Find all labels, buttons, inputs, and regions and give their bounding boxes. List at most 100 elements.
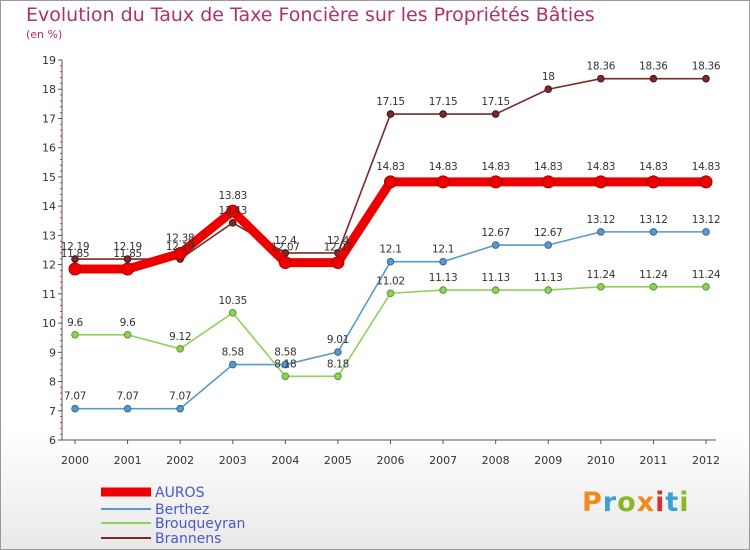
data-label-brannens: 18 xyxy=(542,71,555,83)
y-tick-label: 11 xyxy=(42,288,56,301)
data-label-berthez: 7.07 xyxy=(169,391,191,403)
data-label-auros: 14.83 xyxy=(534,161,563,173)
data-label-brannens: 13.43 xyxy=(218,205,247,217)
data-point-brouqueyran xyxy=(386,289,395,298)
data-label-brouqueyran: 9.6 xyxy=(67,317,83,329)
data-label-brouqueyran: 8.18 xyxy=(327,358,349,370)
x-tick-label: 2005 xyxy=(324,454,352,467)
y-tick-label: 9 xyxy=(49,346,56,359)
data-label-berthez: 8.58 xyxy=(274,347,296,359)
data-point-auros xyxy=(278,256,292,270)
y-tick-label: 18 xyxy=(42,83,56,96)
data-point-brannens xyxy=(439,110,447,118)
y-tick-label: 8 xyxy=(49,376,56,389)
data-point-berthez xyxy=(334,348,342,356)
data-point-brannens xyxy=(597,74,605,83)
data-point-auros xyxy=(68,262,82,276)
data-label-berthez: 12.67 xyxy=(534,227,563,239)
y-tick-label: 17 xyxy=(42,112,56,125)
data-point-brannens xyxy=(491,110,500,118)
data-point-berthez xyxy=(281,360,290,369)
data-label-brouqueyran: 9.12 xyxy=(169,331,191,343)
data-label-brouqueyran: 11.24 xyxy=(587,269,616,281)
data-point-brouqueyran xyxy=(597,283,605,291)
data-point-brannens xyxy=(71,255,79,263)
data-label-berthez: 13.12 xyxy=(639,214,668,226)
data-point-auros xyxy=(489,175,503,189)
y-tick-label: 6 xyxy=(49,434,56,447)
data-point-berthez xyxy=(649,228,658,236)
data-point-brannens xyxy=(228,219,237,227)
x-tick-label: 2001 xyxy=(114,454,142,467)
data-point-brouqueyran xyxy=(544,286,553,294)
data-label-auros: 14.83 xyxy=(481,161,510,173)
data-label-auros: 14.83 xyxy=(376,161,405,173)
data-label-berthez: 9.01 xyxy=(327,334,349,346)
data-label-brannens: 12.4 xyxy=(327,235,350,247)
y-tick-label: 12 xyxy=(42,259,56,272)
data-point-auros xyxy=(646,175,660,189)
data-point-brouqueyran xyxy=(281,372,290,381)
data-point-auros xyxy=(436,175,450,189)
data-label-auros: 14.83 xyxy=(587,161,616,173)
data-label-brouqueyran: 9.6 xyxy=(120,317,136,329)
data-label-berthez: 12.1 xyxy=(432,244,454,256)
data-point-brannens xyxy=(386,110,395,118)
data-point-auros xyxy=(699,175,713,189)
x-tick-label: 2003 xyxy=(219,454,247,467)
data-point-berthez xyxy=(439,257,447,266)
data-point-auros xyxy=(226,204,240,218)
data-point-brouqueyran xyxy=(228,309,237,317)
data-label-auros: 14.83 xyxy=(429,161,458,173)
x-tick-label: 2004 xyxy=(271,454,299,467)
data-point-berthez xyxy=(71,404,79,413)
y-tick-label: 16 xyxy=(42,142,56,155)
data-label-auros: 12.07 xyxy=(324,242,353,254)
data-point-brannens xyxy=(702,74,710,83)
data-label-auros: 11.85 xyxy=(61,248,90,260)
data-label-brannens: 17.15 xyxy=(429,96,458,108)
data-point-brannens xyxy=(649,74,658,83)
data-label-brouqueyran: 11.13 xyxy=(534,272,563,284)
data-label-berthez: 8.58 xyxy=(222,347,244,359)
data-label-brouqueyran: 11.13 xyxy=(429,272,458,284)
data-label-brannens: 17.15 xyxy=(481,96,510,108)
data-label-berthez: 13.12 xyxy=(587,214,616,226)
x-tick-label: 2010 xyxy=(587,454,615,467)
data-point-auros xyxy=(121,262,135,276)
data-label-auros: 13.83 xyxy=(218,190,247,202)
data-point-auros xyxy=(594,175,608,189)
y-tick-label: 7 xyxy=(49,405,56,418)
data-label-berthez: 12.1 xyxy=(379,244,401,256)
data-label-brouqueyran: 11.24 xyxy=(692,269,721,281)
data-label-berthez: 7.07 xyxy=(64,391,86,403)
proxiti-logo: Proxiti xyxy=(582,487,690,518)
x-tick-label: 2008 xyxy=(482,454,510,467)
legend-label-brannens: Brannens xyxy=(155,531,221,547)
x-tick-label: 2011 xyxy=(639,454,667,467)
data-label-brannens: 18.36 xyxy=(692,61,721,73)
data-point-brouqueyran xyxy=(702,283,710,291)
data-point-berthez xyxy=(123,404,132,413)
data-label-berthez: 13.12 xyxy=(692,214,721,226)
y-tick-label: 19 xyxy=(42,54,56,67)
data-point-berthez xyxy=(228,360,237,369)
chart-title: Evolution du Taux de Taxe Foncière sur l… xyxy=(26,4,595,26)
data-point-brannens xyxy=(123,255,132,263)
data-label-auros: 11.85 xyxy=(113,248,142,260)
data-label-brannens: 18.36 xyxy=(587,61,616,73)
chart-subtitle: (en %) xyxy=(26,28,63,41)
data-point-berthez xyxy=(386,257,395,266)
data-label-brannens: 12.4 xyxy=(274,235,297,247)
data-point-auros xyxy=(331,256,345,270)
data-label-berthez: 7.07 xyxy=(116,391,138,403)
y-tick-label: 10 xyxy=(42,317,56,330)
data-label-brannens: 12.19 xyxy=(113,241,142,253)
legend-label-auros: AUROS xyxy=(155,485,205,501)
data-point-berthez xyxy=(491,241,500,249)
x-tick-label: 2012 xyxy=(692,454,720,467)
data-point-auros xyxy=(173,247,187,261)
data-label-brouqueyran: 10.35 xyxy=(218,295,247,307)
data-point-brouqueyran xyxy=(123,330,132,339)
data-point-berthez xyxy=(702,228,710,236)
